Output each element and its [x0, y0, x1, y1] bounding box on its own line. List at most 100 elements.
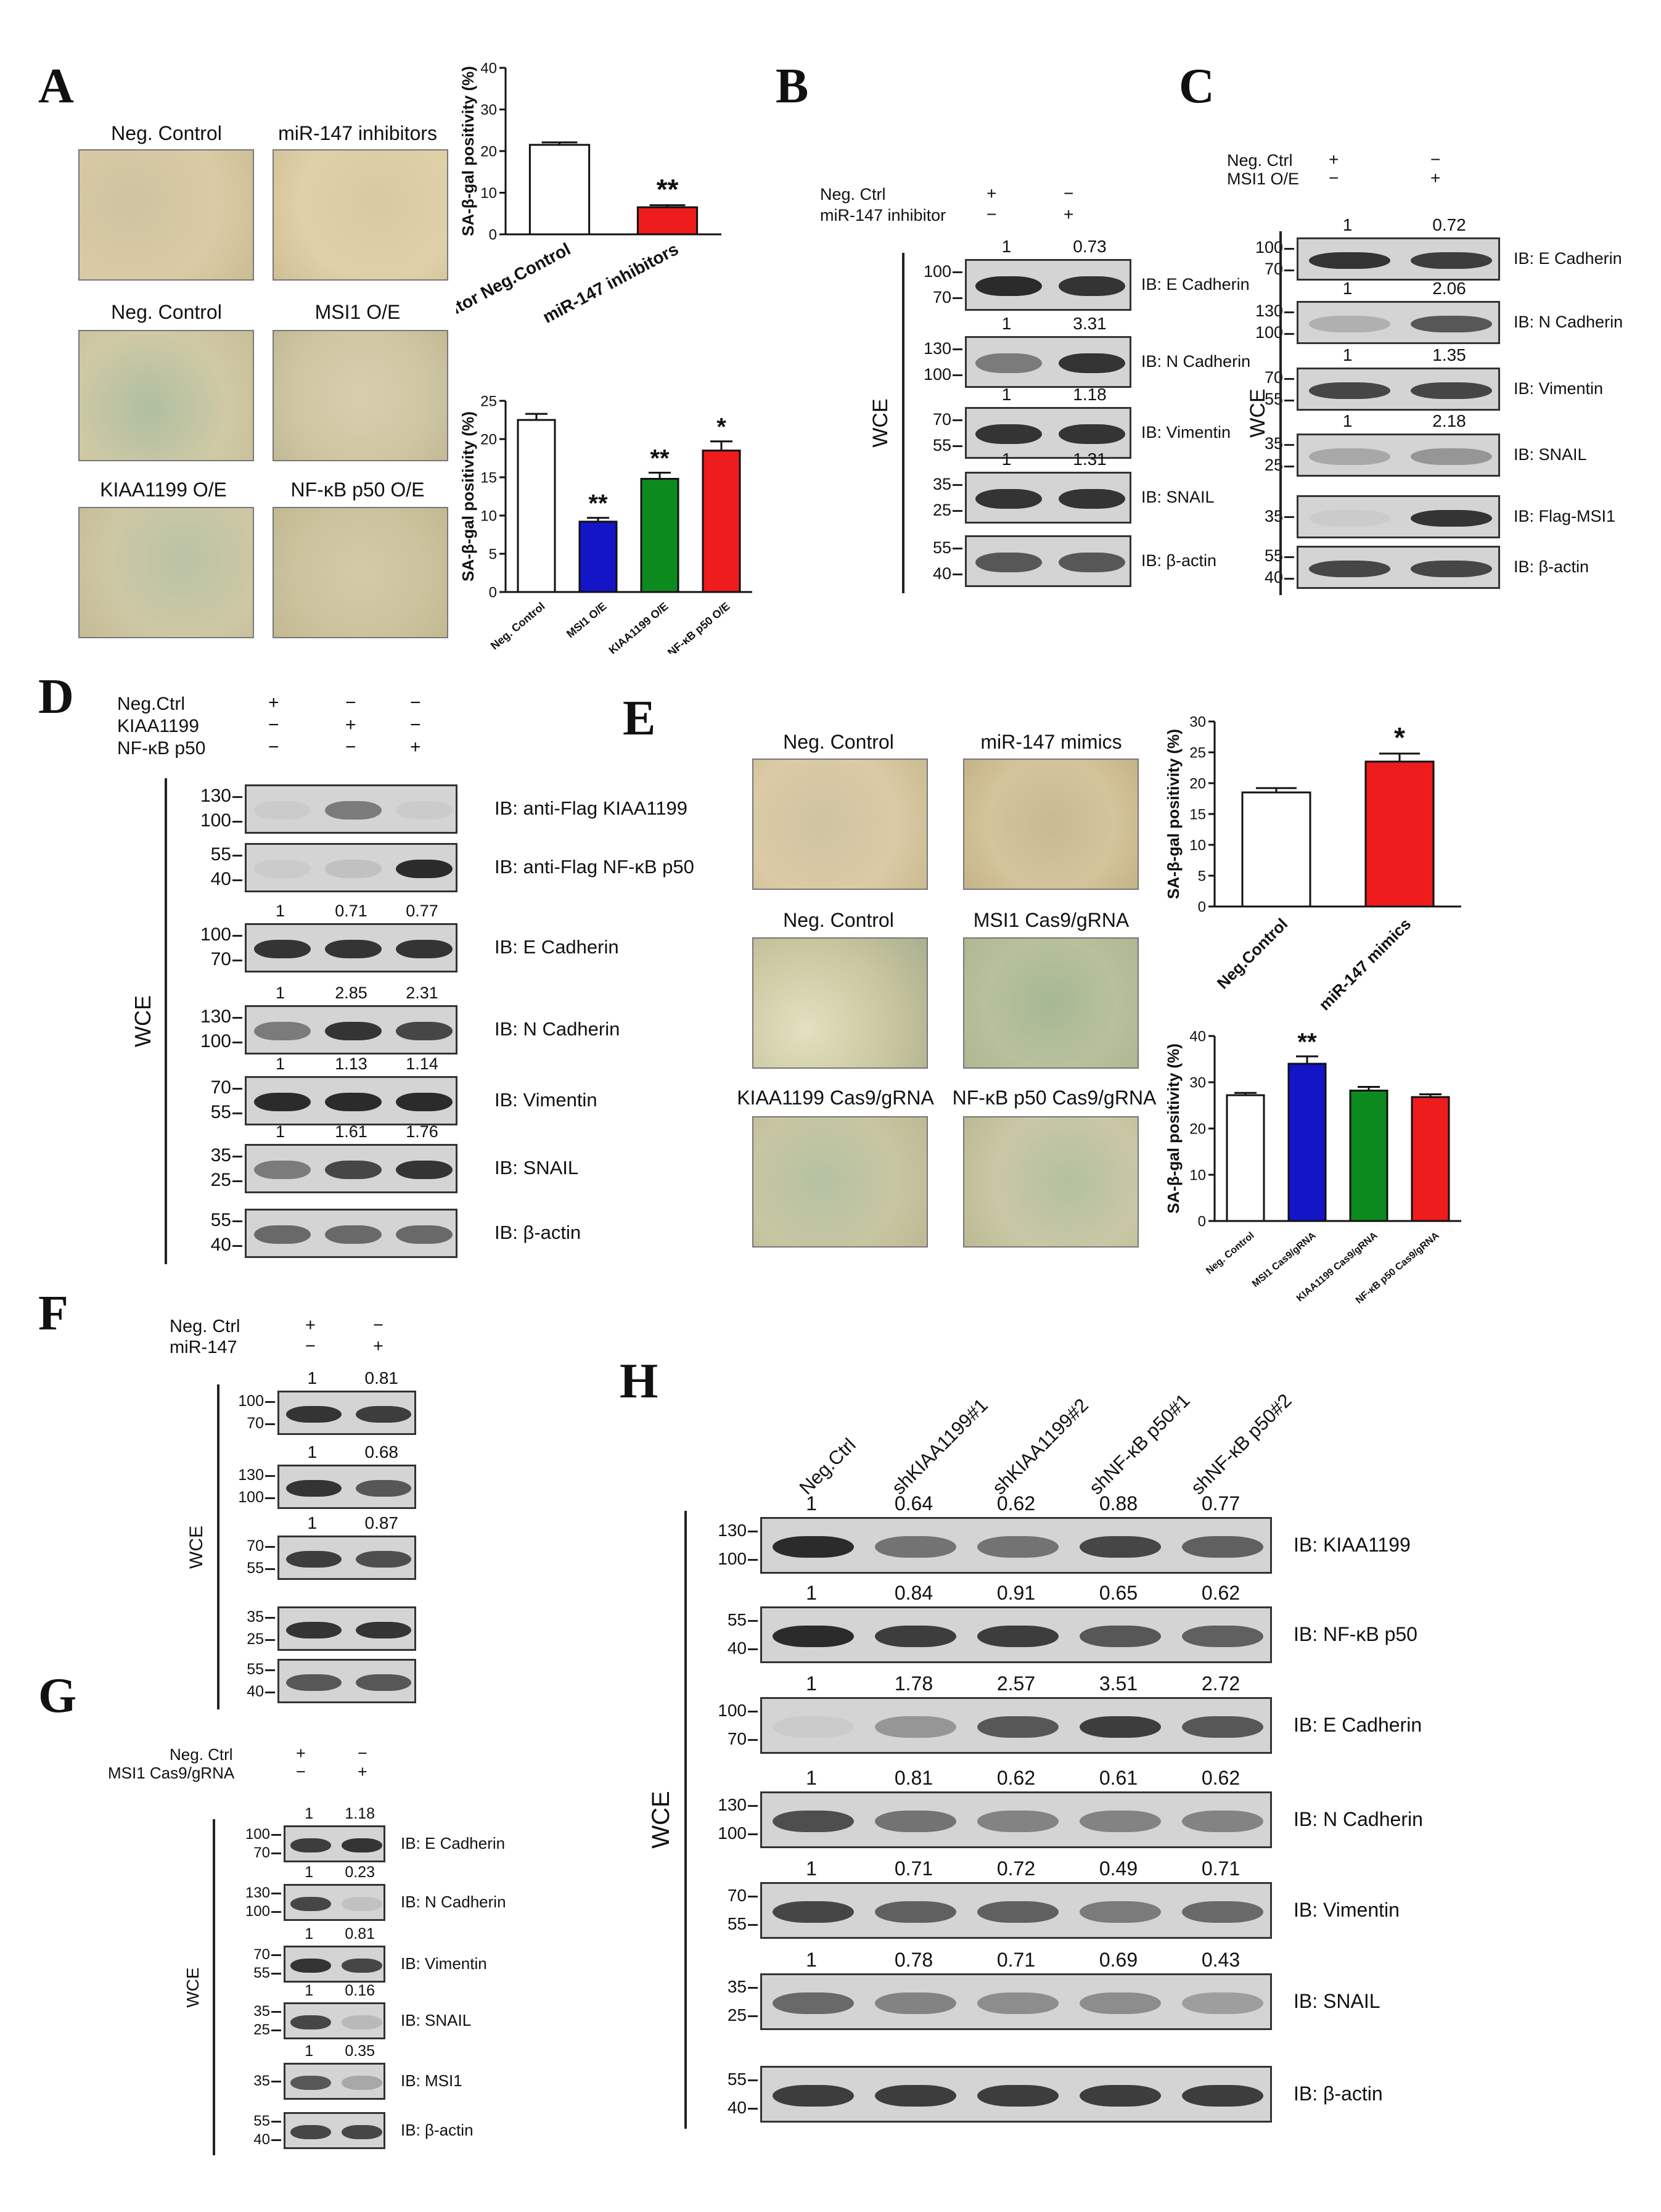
- blot-band: [975, 553, 1042, 573]
- blot-band: [1181, 2084, 1264, 2107]
- y-tick-label: 15: [1189, 806, 1206, 823]
- mw-tick: [232, 821, 242, 823]
- quant-value: 1.13: [335, 1055, 367, 1073]
- condition-label: Neg. Ctrl: [820, 185, 886, 204]
- blot-band: [253, 801, 311, 820]
- mw-marker: 55: [727, 2070, 747, 2089]
- quant-value: 0.62: [1201, 1582, 1241, 1604]
- mw-marker: 25: [1264, 456, 1283, 475]
- blot-strip: [965, 472, 1131, 524]
- mw-marker: 35: [253, 2072, 270, 2089]
- mw-marker: 130: [718, 1521, 747, 1540]
- quant-value: 0.81: [894, 1767, 933, 1789]
- blot-band: [975, 276, 1042, 297]
- microscopy-image: [78, 149, 254, 281]
- sign: −: [1064, 184, 1074, 203]
- quant-value: 0.16: [345, 1982, 375, 1999]
- mw-tick: [271, 2029, 281, 2031]
- quant-value: 1.18: [1073, 385, 1107, 404]
- quant-value: 1.78: [894, 1672, 933, 1695]
- blot-band: [975, 489, 1042, 509]
- blot-band: [324, 860, 382, 879]
- blot-band: [253, 1161, 311, 1180]
- blot-band: [1058, 553, 1125, 573]
- bar: [1411, 1096, 1450, 1222]
- panel-label-c: C: [1179, 59, 1215, 113]
- mw-tick: [232, 1156, 242, 1157]
- quant-value: 0.65: [1099, 1582, 1138, 1604]
- mw-tick: [748, 1833, 758, 1835]
- lane-label: shKIAA1199#2: [988, 1394, 1093, 1499]
- quant-value: 1: [1001, 450, 1012, 469]
- mw-tick: [748, 1620, 758, 1622]
- mw-marker: 55: [210, 1102, 231, 1122]
- sign: −: [410, 715, 421, 735]
- x-category-label: MSI1 Cas9/gRNA: [1250, 1230, 1318, 1289]
- blot-band: [1079, 1992, 1162, 2014]
- photo-label: Neg. Control: [783, 731, 894, 753]
- mw-tick: [1284, 247, 1294, 250]
- blot-band: [395, 1022, 453, 1041]
- blot-strip: [277, 1391, 416, 1435]
- mw-marker: 100: [245, 1825, 270, 1843]
- mw-tick: [265, 1497, 275, 1499]
- blot-band: [1079, 1716, 1162, 1738]
- quant-value: 0.77: [406, 902, 438, 920]
- ib-label: IB: β-actin: [494, 1222, 581, 1244]
- mw-marker: 100: [718, 1701, 747, 1721]
- blot-band: [1410, 252, 1492, 269]
- blot-band: [977, 1716, 1059, 1738]
- ib-label: IB: MSI1: [401, 2071, 462, 2091]
- quant-value: 0.61: [1099, 1767, 1138, 1789]
- blot-band: [977, 1992, 1059, 2014]
- significance-marker: **: [650, 445, 670, 472]
- mw-marker: 100: [238, 1489, 264, 1506]
- mw-marker: 70: [210, 1077, 231, 1098]
- blot-band: [1410, 448, 1492, 465]
- blot-strip: [245, 923, 457, 972]
- sign: +: [296, 1744, 306, 1762]
- photo-label: NF-κB p50 Cas9/gRNA: [952, 1087, 1157, 1109]
- ib-label: IB: β-actin: [1141, 551, 1217, 570]
- condition-label: MSI1 Cas9/gRNA: [108, 1764, 235, 1782]
- y-tick-label: 10: [1189, 1167, 1206, 1183]
- significance-marker: *: [716, 414, 726, 441]
- blot-band: [1181, 1536, 1264, 1558]
- mw-marker: 130: [200, 786, 231, 806]
- ib-label: IB: Flag-MSI1: [1514, 506, 1616, 525]
- mw-marker: 70: [247, 1415, 264, 1432]
- blot-band: [395, 940, 453, 959]
- y-tick-label: 0: [1198, 1213, 1206, 1230]
- quant-value: 1: [275, 902, 285, 920]
- photo-label: KIAA1199 O/E: [100, 479, 227, 501]
- blot-band: [874, 1992, 957, 2014]
- quant-value: 1: [806, 1582, 817, 1604]
- mw-tick: [1284, 377, 1294, 380]
- ib-label: IB: NF-κB p50: [1294, 1622, 1417, 1645]
- mw-tick: [953, 297, 962, 299]
- mw-tick: [748, 1711, 758, 1712]
- y-tick-label: 20: [1189, 775, 1206, 792]
- blot-band: [324, 801, 382, 820]
- ib-label: IB: SNAIL: [1294, 1989, 1380, 2012]
- mw-tick: [232, 855, 242, 857]
- blot-band: [977, 1625, 1059, 1647]
- blot-band: [395, 1093, 453, 1112]
- quant-value: 1: [275, 984, 285, 1002]
- microscopy-image: [963, 759, 1139, 890]
- condition-label: miR-147 inhibitor: [820, 206, 946, 224]
- ib-label: IB: SNAIL: [1141, 487, 1215, 506]
- blot-strip: [284, 1884, 385, 1921]
- sign: −: [1329, 168, 1339, 187]
- sign: +: [410, 737, 421, 757]
- quant-value: 0.62: [1201, 1767, 1241, 1789]
- blot-strip: [965, 259, 1131, 311]
- mw-tick: [953, 419, 962, 421]
- quant-value: 0.49: [1099, 1857, 1138, 1880]
- ib-label: IB: N Cadherin: [1141, 352, 1251, 371]
- sign: +: [268, 693, 279, 713]
- mw-marker: 40: [932, 564, 951, 583]
- blot-band: [1181, 1625, 1264, 1647]
- y-tick-label: 0: [489, 226, 497, 243]
